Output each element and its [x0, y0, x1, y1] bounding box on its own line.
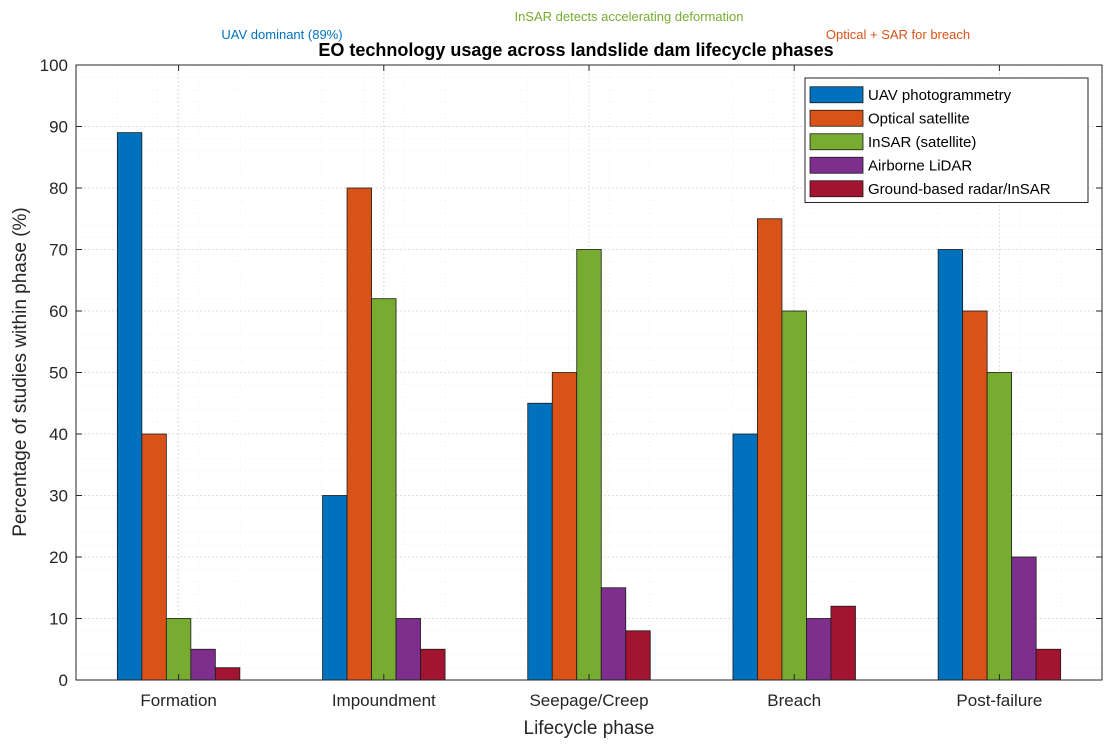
- legend-swatch: [809, 133, 864, 151]
- legend-label: Ground-based radar/InSAR: [868, 181, 1051, 198]
- x-tick-label: Impoundment: [332, 691, 436, 710]
- y-tick-label: 40: [49, 425, 68, 444]
- y-tick-label: 0: [59, 671, 68, 690]
- bar: [830, 605, 856, 681]
- y-tick-label: 60: [49, 302, 68, 321]
- bar: [757, 218, 783, 681]
- legend-swatch: [809, 86, 864, 104]
- legend-label: InSAR (satellite): [868, 134, 976, 151]
- y-tick-label: 10: [49, 610, 68, 629]
- bar: [116, 132, 143, 681]
- bar: [781, 310, 807, 681]
- bar: [576, 249, 602, 681]
- bars: [116, 132, 1062, 681]
- y-tick-label: 30: [49, 487, 68, 506]
- y-axis-label: Percentage of studies within phase (%): [10, 207, 31, 537]
- bar: [527, 402, 553, 681]
- y-tick-label: 20: [49, 548, 68, 567]
- bar: [806, 618, 832, 681]
- bar: [732, 433, 758, 681]
- bar: [420, 648, 446, 681]
- bar: [551, 372, 578, 681]
- annotation-uav: UAV dominant (89%): [221, 27, 342, 42]
- bar: [214, 667, 241, 681]
- chart-title: EO technology usage across landslide dam…: [318, 40, 833, 60]
- bar: [986, 372, 1013, 681]
- y-tick-label: 100: [40, 56, 68, 75]
- y-tick-label: 50: [49, 364, 68, 383]
- y-tick-label: 80: [49, 179, 68, 198]
- x-tick-label: Formation: [140, 691, 217, 710]
- annotation-insar: InSAR detects accelerating deformation: [514, 9, 743, 24]
- annotation-optical-sar: Optical + SAR for breach: [826, 27, 970, 42]
- legend-swatch: [809, 180, 864, 198]
- bar: [937, 249, 964, 681]
- x-tick-label: Post-failure: [956, 691, 1042, 710]
- bar: [1011, 556, 1037, 681]
- legend-items: UAV photogrammetry Optical satellite InSAR…: [809, 86, 1051, 198]
- bar: [1035, 648, 1062, 681]
- x-tick-label: Seepage/Creep: [529, 691, 648, 710]
- legend-label: Airborne LiDAR: [868, 157, 972, 174]
- x-axis-label: Lifecycle phase: [524, 718, 655, 739]
- legend-label: Optical satellite: [868, 110, 970, 127]
- bar: [600, 587, 627, 681]
- legend-label: UAV photogrammetry: [868, 87, 1012, 104]
- bar: [371, 298, 397, 681]
- bar: [395, 618, 421, 681]
- y-axis-ticks: 0 10 20 30 40 50 60 70 80 90 100: [40, 56, 1102, 690]
- bar: [962, 310, 988, 681]
- y-tick-label: 90: [49, 118, 68, 137]
- bar: [190, 648, 216, 681]
- bar: [141, 433, 167, 681]
- x-tick-label: Breach: [767, 691, 821, 710]
- bar: [346, 187, 372, 681]
- legend-swatch: [809, 109, 864, 127]
- y-tick-label: 70: [49, 241, 68, 260]
- bar: [165, 618, 192, 681]
- legend-swatch: [809, 156, 864, 174]
- bar: [322, 495, 348, 681]
- x-axis-ticks: Formation Impoundment Seepage/Creep Breach P…: [140, 65, 1042, 710]
- bar: [625, 630, 651, 681]
- legend: UAV photogrammetry Optical satellite InSAR…: [804, 77, 1089, 203]
